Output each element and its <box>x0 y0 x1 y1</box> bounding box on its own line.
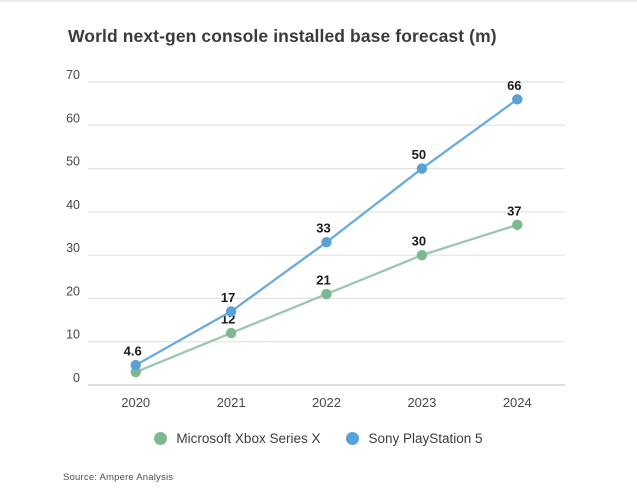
legend-label-xbox: Microsoft Xbox Series X <box>176 431 321 446</box>
y-tick-label: 10 <box>66 328 80 342</box>
chart-title: World next-gen console installed base fo… <box>68 26 497 46</box>
x-tick-label: 2024 <box>503 395 532 410</box>
data-point-label: 4.6 <box>124 344 142 359</box>
legend-item-xbox: Microsoft Xbox Series X <box>154 431 320 446</box>
y-tick-label: 40 <box>66 198 80 212</box>
data-point-label: 17 <box>221 290 235 305</box>
data-point <box>225 327 237 339</box>
x-tick-label: 2020 <box>121 395 150 410</box>
y-tick-label: 20 <box>66 284 80 298</box>
data-point <box>416 249 428 261</box>
legend-label-playstation: Sony PlayStation 5 <box>368 431 483 446</box>
chart-legend: Microsoft Xbox Series X Sony PlayStation… <box>0 431 637 446</box>
playstation-series-color-dot-icon <box>346 432 360 445</box>
legend-item-playstation: Sony PlayStation 5 <box>346 431 483 446</box>
xbox-series-color-dot-icon <box>154 432 168 445</box>
data-point <box>321 236 332 248</box>
data-point <box>130 359 141 371</box>
data-point-label: 21 <box>316 273 330 288</box>
y-tick-label: 30 <box>66 241 80 255</box>
data-point <box>512 219 523 231</box>
data-point-label: 30 <box>412 234 426 249</box>
data-point-label: 37 <box>507 203 521 218</box>
y-tick-label: 70 <box>66 68 80 82</box>
y-tick-label: 60 <box>66 111 80 125</box>
data-point-label: 33 <box>316 221 330 236</box>
y-tick-label: 50 <box>66 155 80 169</box>
data-point <box>512 94 523 105</box>
data-point <box>321 288 332 300</box>
data-point <box>225 306 237 317</box>
y-tick-label: 0 <box>73 371 80 385</box>
x-tick-label: 2021 <box>217 395 246 410</box>
data-point <box>416 163 428 174</box>
data-point-label: 66 <box>507 78 521 93</box>
data-point-label: 50 <box>412 147 426 162</box>
x-tick-label: 2023 <box>407 395 436 410</box>
x-tick-label: 2022 <box>312 395 341 410</box>
source-credit: Source: Ampere Analysis <box>63 472 174 483</box>
